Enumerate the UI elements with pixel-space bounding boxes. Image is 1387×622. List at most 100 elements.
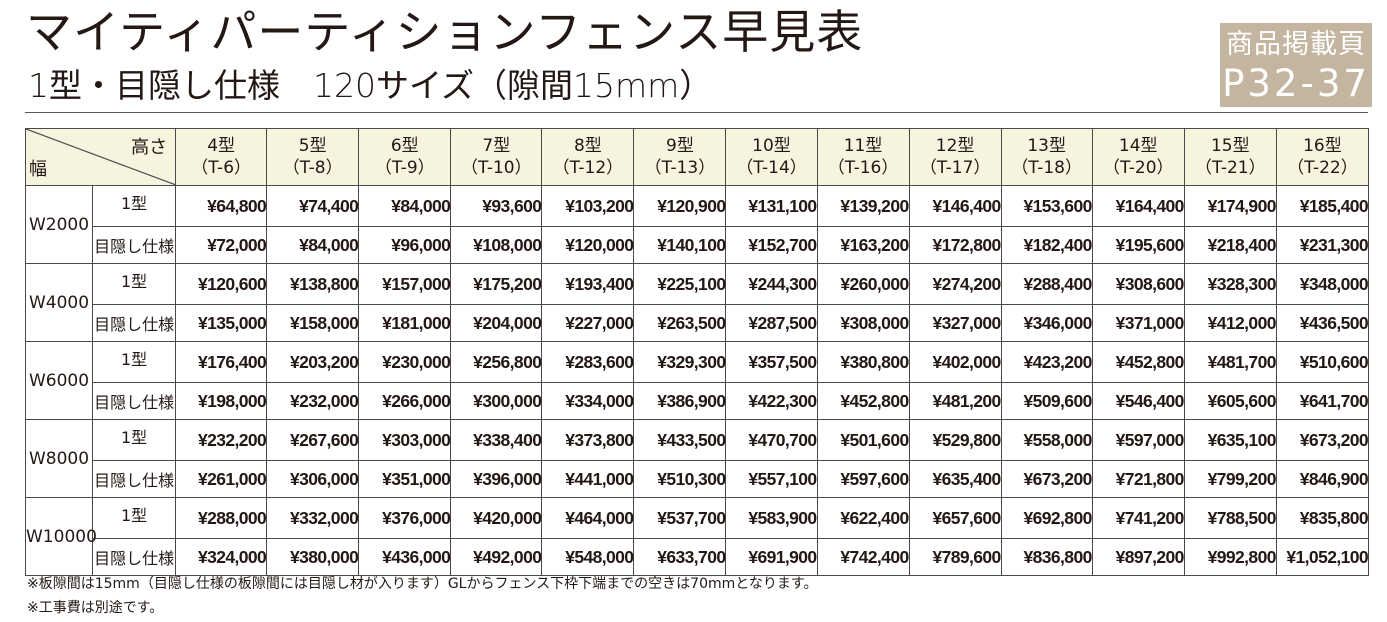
price-cell: ¥175,200 <box>450 263 543 305</box>
width-axis-label: 幅 <box>29 159 47 180</box>
price-cell: ¥557,100 <box>725 460 818 498</box>
price-cell: ¥897,200 <box>1091 538 1185 576</box>
price-cell: ¥436,500 <box>1275 304 1370 342</box>
price-cell: ¥1,052,100 <box>1275 538 1370 576</box>
header-row: 高さ 幅 4型 （T-6） 5型 （T-8） 6型 （T-9） 7型 （T-10） 8型… <box>24 128 1370 186</box>
price-cell: ¥657,600 <box>908 497 1002 539</box>
page-title: マイティパーティションフェンス早見表 <box>26 5 864 59</box>
price-cell: ¥288,000 <box>175 497 268 539</box>
price-table-body: W2000 1型 ¥64,800 ¥74,400 ¥84,000 ¥93,600 ¥103,… <box>24 185 1370 576</box>
price-cell: ¥328,300 <box>1183 263 1277 305</box>
price-cell: ¥120,000 <box>541 226 635 264</box>
price-cell: ¥182,400 <box>1000 226 1093 264</box>
price-cell: ¥692,800 <box>1000 497 1093 539</box>
price-cell: ¥138,800 <box>266 263 360 305</box>
spec-label: 1型 <box>92 185 177 227</box>
price-cell: ¥303,000 <box>358 419 452 461</box>
price-cell: ¥164,400 <box>1091 185 1185 227</box>
price-cell: ¥332,000 <box>266 497 360 539</box>
price-cell: ¥338,400 <box>450 419 543 461</box>
price-cell: ¥789,600 <box>908 538 1002 576</box>
price-cell: ¥103,200 <box>541 185 635 227</box>
spec-label: 目隠し仕様 <box>92 226 177 264</box>
price-cell: ¥195,600 <box>1091 226 1185 264</box>
price-cell: ¥163,200 <box>816 226 910 264</box>
price-cell: ¥376,000 <box>358 497 452 539</box>
spec-label: 1型 <box>92 497 177 539</box>
column-header: 14型 （T-20） <box>1091 128 1185 186</box>
column-header: 4型 （T-6） <box>175 128 268 186</box>
price-cell: ¥308,600 <box>1091 263 1185 305</box>
price-cell: ¥788,500 <box>1183 497 1277 539</box>
price-cell: ¥742,400 <box>816 538 910 576</box>
spec-label: 目隠し仕様 <box>92 538 177 576</box>
price-cell: ¥492,000 <box>450 538 543 576</box>
price-cell: ¥380,000 <box>266 538 360 576</box>
price-cell: ¥380,800 <box>816 341 910 383</box>
height-axis-label: 高さ <box>131 137 168 158</box>
table-row: 目隠し仕様 ¥261,000 ¥306,000 ¥351,000 ¥396,000 ¥44… <box>26 460 1370 498</box>
spec-label: 1型 <box>92 341 177 383</box>
price-cell: ¥306,000 <box>266 460 360 498</box>
badge-page-range: P32-37 <box>1222 62 1370 105</box>
price-cell: ¥244,300 <box>725 263 818 305</box>
price-cell: ¥605,600 <box>1183 382 1277 420</box>
table-row: 目隠し仕様 ¥324,000 ¥380,000 ¥436,000 ¥492,000 ¥54… <box>26 538 1370 576</box>
price-cell: ¥153,600 <box>1000 185 1093 227</box>
price-cell: ¥673,200 <box>1000 460 1093 498</box>
price-table: 高さ 幅 4型 （T-6） 5型 （T-8） 6型 （T-9） 7型 （T-10） 8型… <box>24 128 1370 576</box>
price-cell: ¥357,500 <box>725 341 818 383</box>
column-header: 9型 （T-13） <box>633 128 727 186</box>
price-cell: ¥673,200 <box>1275 419 1370 461</box>
price-cell: ¥597,600 <box>816 460 910 498</box>
price-cell: ¥287,500 <box>725 304 818 342</box>
price-cell: ¥529,800 <box>908 419 1002 461</box>
price-cell: ¥452,800 <box>1091 341 1185 383</box>
price-cell: ¥464,000 <box>541 497 635 539</box>
price-cell: ¥266,000 <box>358 382 452 420</box>
price-cell: ¥232,000 <box>266 382 360 420</box>
price-cell: ¥230,000 <box>358 341 452 383</box>
price-cell: ¥510,600 <box>1275 341 1370 383</box>
price-cell: ¥131,100 <box>725 185 818 227</box>
price-cell: ¥324,000 <box>175 538 268 576</box>
price-cell: ¥436,000 <box>358 538 452 576</box>
price-cell: ¥633,700 <box>633 538 727 576</box>
price-cell: ¥203,200 <box>266 341 360 383</box>
price-cell: ¥218,400 <box>1183 226 1277 264</box>
table-row: W4000 1型 ¥120,600 ¥138,800 ¥157,000 ¥175,200 ¥… <box>24 263 1370 342</box>
price-cell: ¥157,000 <box>358 263 452 305</box>
price-cell: ¥227,000 <box>541 304 635 342</box>
price-cell: ¥441,000 <box>541 460 635 498</box>
width-label: W10000 <box>24 497 97 576</box>
price-cell: ¥423,200 <box>1000 341 1093 383</box>
price-cell: ¥348,000 <box>1275 263 1370 305</box>
table-row: W10000 1型 ¥288,000 ¥332,000 ¥376,000 ¥420,000… <box>24 497 1370 576</box>
price-cell: ¥351,000 <box>358 460 452 498</box>
spec-label: 1型 <box>92 263 177 305</box>
price-cell: ¥263,500 <box>633 304 727 342</box>
price-cell: ¥558,000 <box>1000 419 1093 461</box>
page-subtitle: 1型・目隠し仕様 120サイズ（隙間15mm） <box>28 66 713 105</box>
price-cell: ¥327,000 <box>908 304 1002 342</box>
table-row: W8000 1型 ¥232,200 ¥267,600 ¥303,000 ¥338,400 ¥… <box>24 419 1370 498</box>
price-cell: ¥583,900 <box>725 497 818 539</box>
price-cell: ¥64,800 <box>175 185 268 227</box>
table-row: 目隠し仕様 ¥72,000 ¥84,000 ¥96,000 ¥108,000 ¥120,0… <box>26 226 1370 264</box>
price-cell: ¥721,800 <box>1091 460 1185 498</box>
footnotes: ※板隙間は15mm（目隠し仕様の板隙間には目隠し材が入ります）GLからフェンス下… <box>27 572 817 620</box>
diagonal-divider <box>26 129 176 185</box>
price-cell: ¥537,700 <box>633 497 727 539</box>
price-cell: ¥158,000 <box>266 304 360 342</box>
price-cell: ¥691,900 <box>725 538 818 576</box>
column-header: 15型 （T-21） <box>1183 128 1277 186</box>
corner-cell: 高さ 幅 <box>24 128 177 186</box>
price-cell: ¥836,800 <box>1000 538 1093 576</box>
column-header: 7型 （T-10） <box>450 128 543 186</box>
table-row: 目隠し仕様 ¥198,000 ¥232,000 ¥266,000 ¥300,000 ¥33… <box>26 382 1370 420</box>
price-cell: ¥846,900 <box>1275 460 1370 498</box>
width-label: W4000 <box>24 263 94 342</box>
price-cell: ¥510,300 <box>633 460 727 498</box>
price-cell: ¥267,600 <box>266 419 360 461</box>
price-cell: ¥396,000 <box>450 460 543 498</box>
